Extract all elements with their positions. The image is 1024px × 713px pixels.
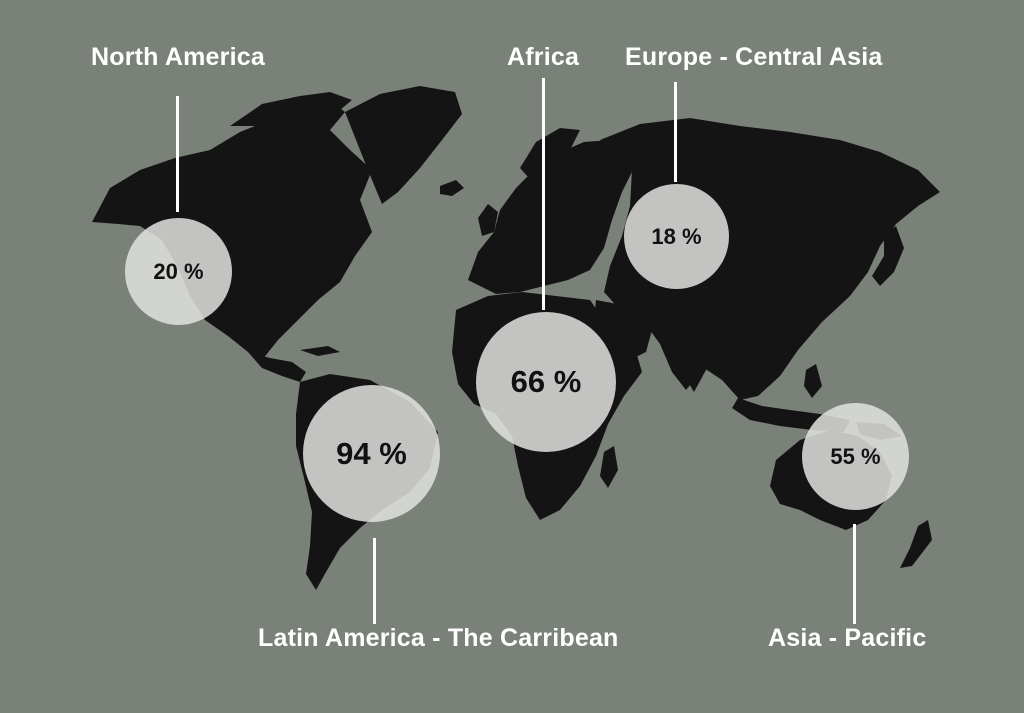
value-bubble-europe-central-asia: 18 %: [624, 184, 729, 289]
europe-landmass: [468, 140, 632, 294]
value-bubble-north-america: 20 %: [125, 218, 232, 325]
japan-islands: [872, 226, 904, 286]
central-america-landmass: [248, 352, 306, 382]
madagascar: [600, 446, 618, 488]
philippines: [804, 364, 822, 398]
leader-line-asia-pacific: [853, 524, 856, 624]
value-bubble-africa: 66 %: [476, 312, 616, 452]
north-america-landmass: [92, 100, 372, 360]
region-label-north-america: North America: [91, 43, 265, 71]
value-bubble-asia-pacific: 55 %: [802, 403, 909, 510]
indian-subcontinent: [664, 324, 718, 392]
iceland-landmass: [440, 180, 464, 196]
region-label-europe-central-asia: Europe - Central Asia: [625, 43, 883, 71]
greenland-landmass: [345, 86, 462, 204]
value-north-america: 20 %: [153, 258, 204, 284]
region-label-asia-pacific: Asia - Pacific: [768, 624, 927, 652]
value-europe-central-asia: 18 %: [651, 223, 702, 249]
region-label-latin-america: Latin America - The Carribean: [258, 624, 619, 652]
scandinavia: [520, 128, 580, 186]
leader-line-europe-central-asia: [674, 82, 677, 182]
region-label-africa: Africa: [507, 43, 580, 71]
leader-line-north-america: [176, 96, 179, 212]
arctic-islands: [230, 92, 352, 126]
value-latin-america: 94 %: [336, 435, 407, 471]
british-isles: [478, 204, 498, 236]
caribbean-islands: [300, 346, 340, 356]
value-bubble-latin-america: 94 %: [303, 385, 440, 522]
leader-line-latin-america: [373, 538, 376, 624]
value-africa: 66 %: [510, 364, 582, 399]
new-zealand: [900, 520, 932, 568]
leader-line-africa: [542, 78, 545, 310]
value-asia-pacific: 55 %: [830, 443, 881, 469]
